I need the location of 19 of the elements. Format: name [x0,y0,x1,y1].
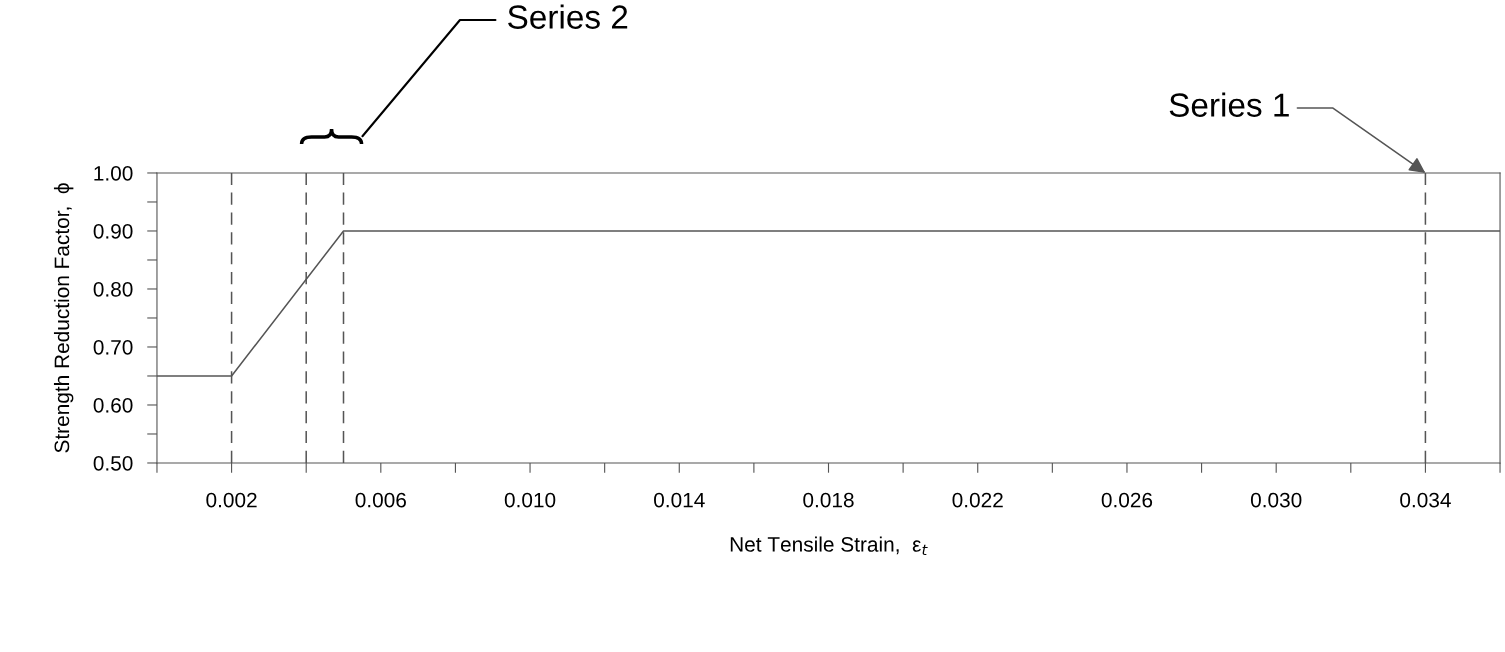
annotation: Series 1 [1169,92,1289,117]
x-tick-label: 0.010 [504,492,556,508]
x-tick-label: 0.014 [654,492,705,508]
y-tick-label: 0.60 [93,397,133,413]
text: Series 2 [508,4,628,29]
x-tick-label: 0.002 [206,492,257,508]
x-tick-label: 0.034 [1400,492,1451,508]
x-tick-label: 0.006 [355,492,406,508]
x-axis-title: Net Tensile Strain, ε$_{t}$ [730,536,928,555]
x-tick-label: 0.018 [803,492,854,508]
x-tick-label: 0.022 [952,492,1003,508]
y-tick-label: 0.70 [93,339,133,355]
x-tick-label: 0.026 [1101,492,1153,508]
y-tick-label: 0.80 [93,281,133,297]
y-tick-label: 1.00 [94,165,133,181]
x-tick-label: 0.030 [1250,492,1302,508]
y-tick-label: 0.90 [93,223,133,239]
y-tick-label: 0.50 [93,455,133,471]
y-axis-title: Strength Reduction Factor, ϕ [53,183,74,453]
